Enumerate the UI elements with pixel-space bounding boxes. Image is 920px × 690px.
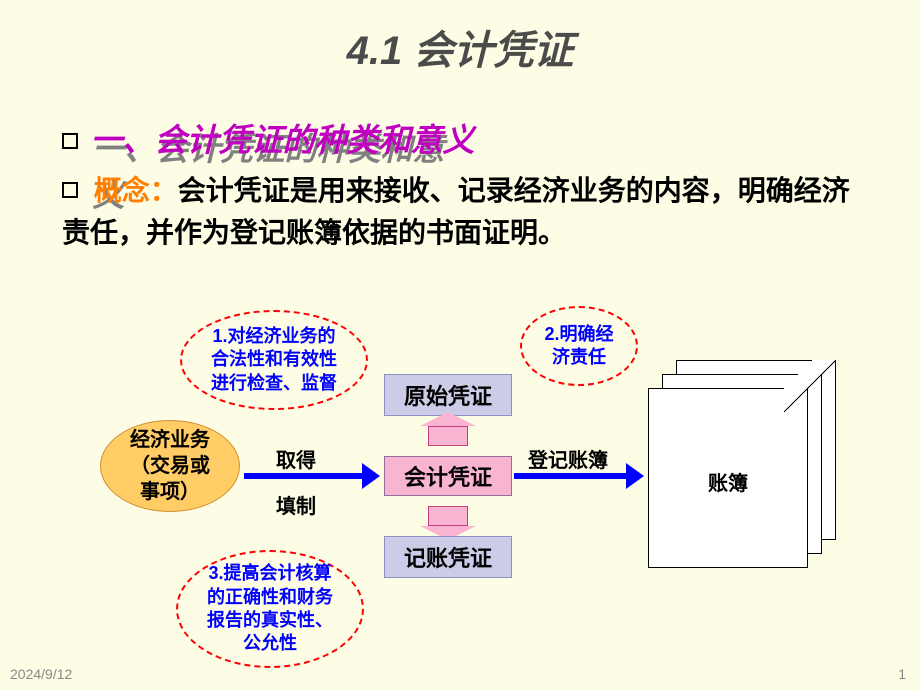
concept-text: 会计凭证是用来接收、记录经济业务的内容，明确经济责任，并作为登记账簿依据的书面证… bbox=[62, 175, 850, 248]
arrow1-label-bottom: 填制 bbox=[276, 490, 316, 519]
annotation-note-3: 3.提高会计核算的正确性和财务报告的真实性、公允性 bbox=[176, 550, 364, 668]
block-arrow-down-icon bbox=[420, 502, 476, 530]
arrow2-label: 登记账簿 bbox=[528, 444, 608, 473]
heading-text: 一、会计凭证的种类和意义 bbox=[90, 122, 474, 158]
bullet-square-icon bbox=[62, 182, 78, 198]
concept-block: 概念：会计凭证是用来接收、记录经济业务的内容，明确经济责任，并作为登记账簿依据的… bbox=[62, 170, 862, 254]
center-box-label: 会计凭证 bbox=[404, 460, 492, 492]
doc-page-1: 账簿 bbox=[648, 388, 808, 568]
bottom-box-label: 记账凭证 bbox=[404, 541, 492, 573]
arrow-acquire bbox=[244, 473, 366, 479]
books-label: 账簿 bbox=[649, 467, 807, 496]
section-heading: 一、会计凭证的种类和意义 一、会计凭证的种类和意义 bbox=[90, 122, 474, 158]
bullet-square-icon bbox=[62, 133, 78, 149]
footer-page-number: 1 bbox=[898, 666, 906, 682]
arrow1-label-top: 取得 bbox=[276, 444, 316, 473]
block-arrow-up-icon bbox=[420, 422, 476, 450]
center-box-accounting-voucher: 会计凭证 bbox=[384, 456, 512, 496]
slide-title: 4.1 会计凭证 bbox=[0, 18, 920, 76]
annotation-note-1: 1.对经济业务的合法性和有效性进行检查、监督 bbox=[180, 310, 368, 410]
start-node: 经济业务（交易或事项） bbox=[100, 420, 240, 512]
bottom-box-bookkeeping-voucher: 记账凭证 bbox=[384, 536, 512, 578]
concept-label: 概念： bbox=[94, 175, 178, 206]
top-box-original-voucher: 原始凭证 bbox=[384, 374, 512, 416]
annotation-note-2: 2.明确经济责任 bbox=[520, 306, 638, 386]
heading-row: 一、会计凭证的种类和意义 一、会计凭证的种类和意义 bbox=[62, 115, 474, 161]
arrow-register bbox=[514, 473, 630, 479]
footer-date: 2024/9/12 bbox=[10, 666, 72, 682]
flow-diagram: 1.对经济业务的合法性和有效性进行检查、监督 2.明确经济责任 3.提高会计核算… bbox=[0, 300, 920, 670]
top-box-label: 原始凭证 bbox=[404, 379, 492, 411]
page-corner-icon bbox=[784, 388, 808, 412]
